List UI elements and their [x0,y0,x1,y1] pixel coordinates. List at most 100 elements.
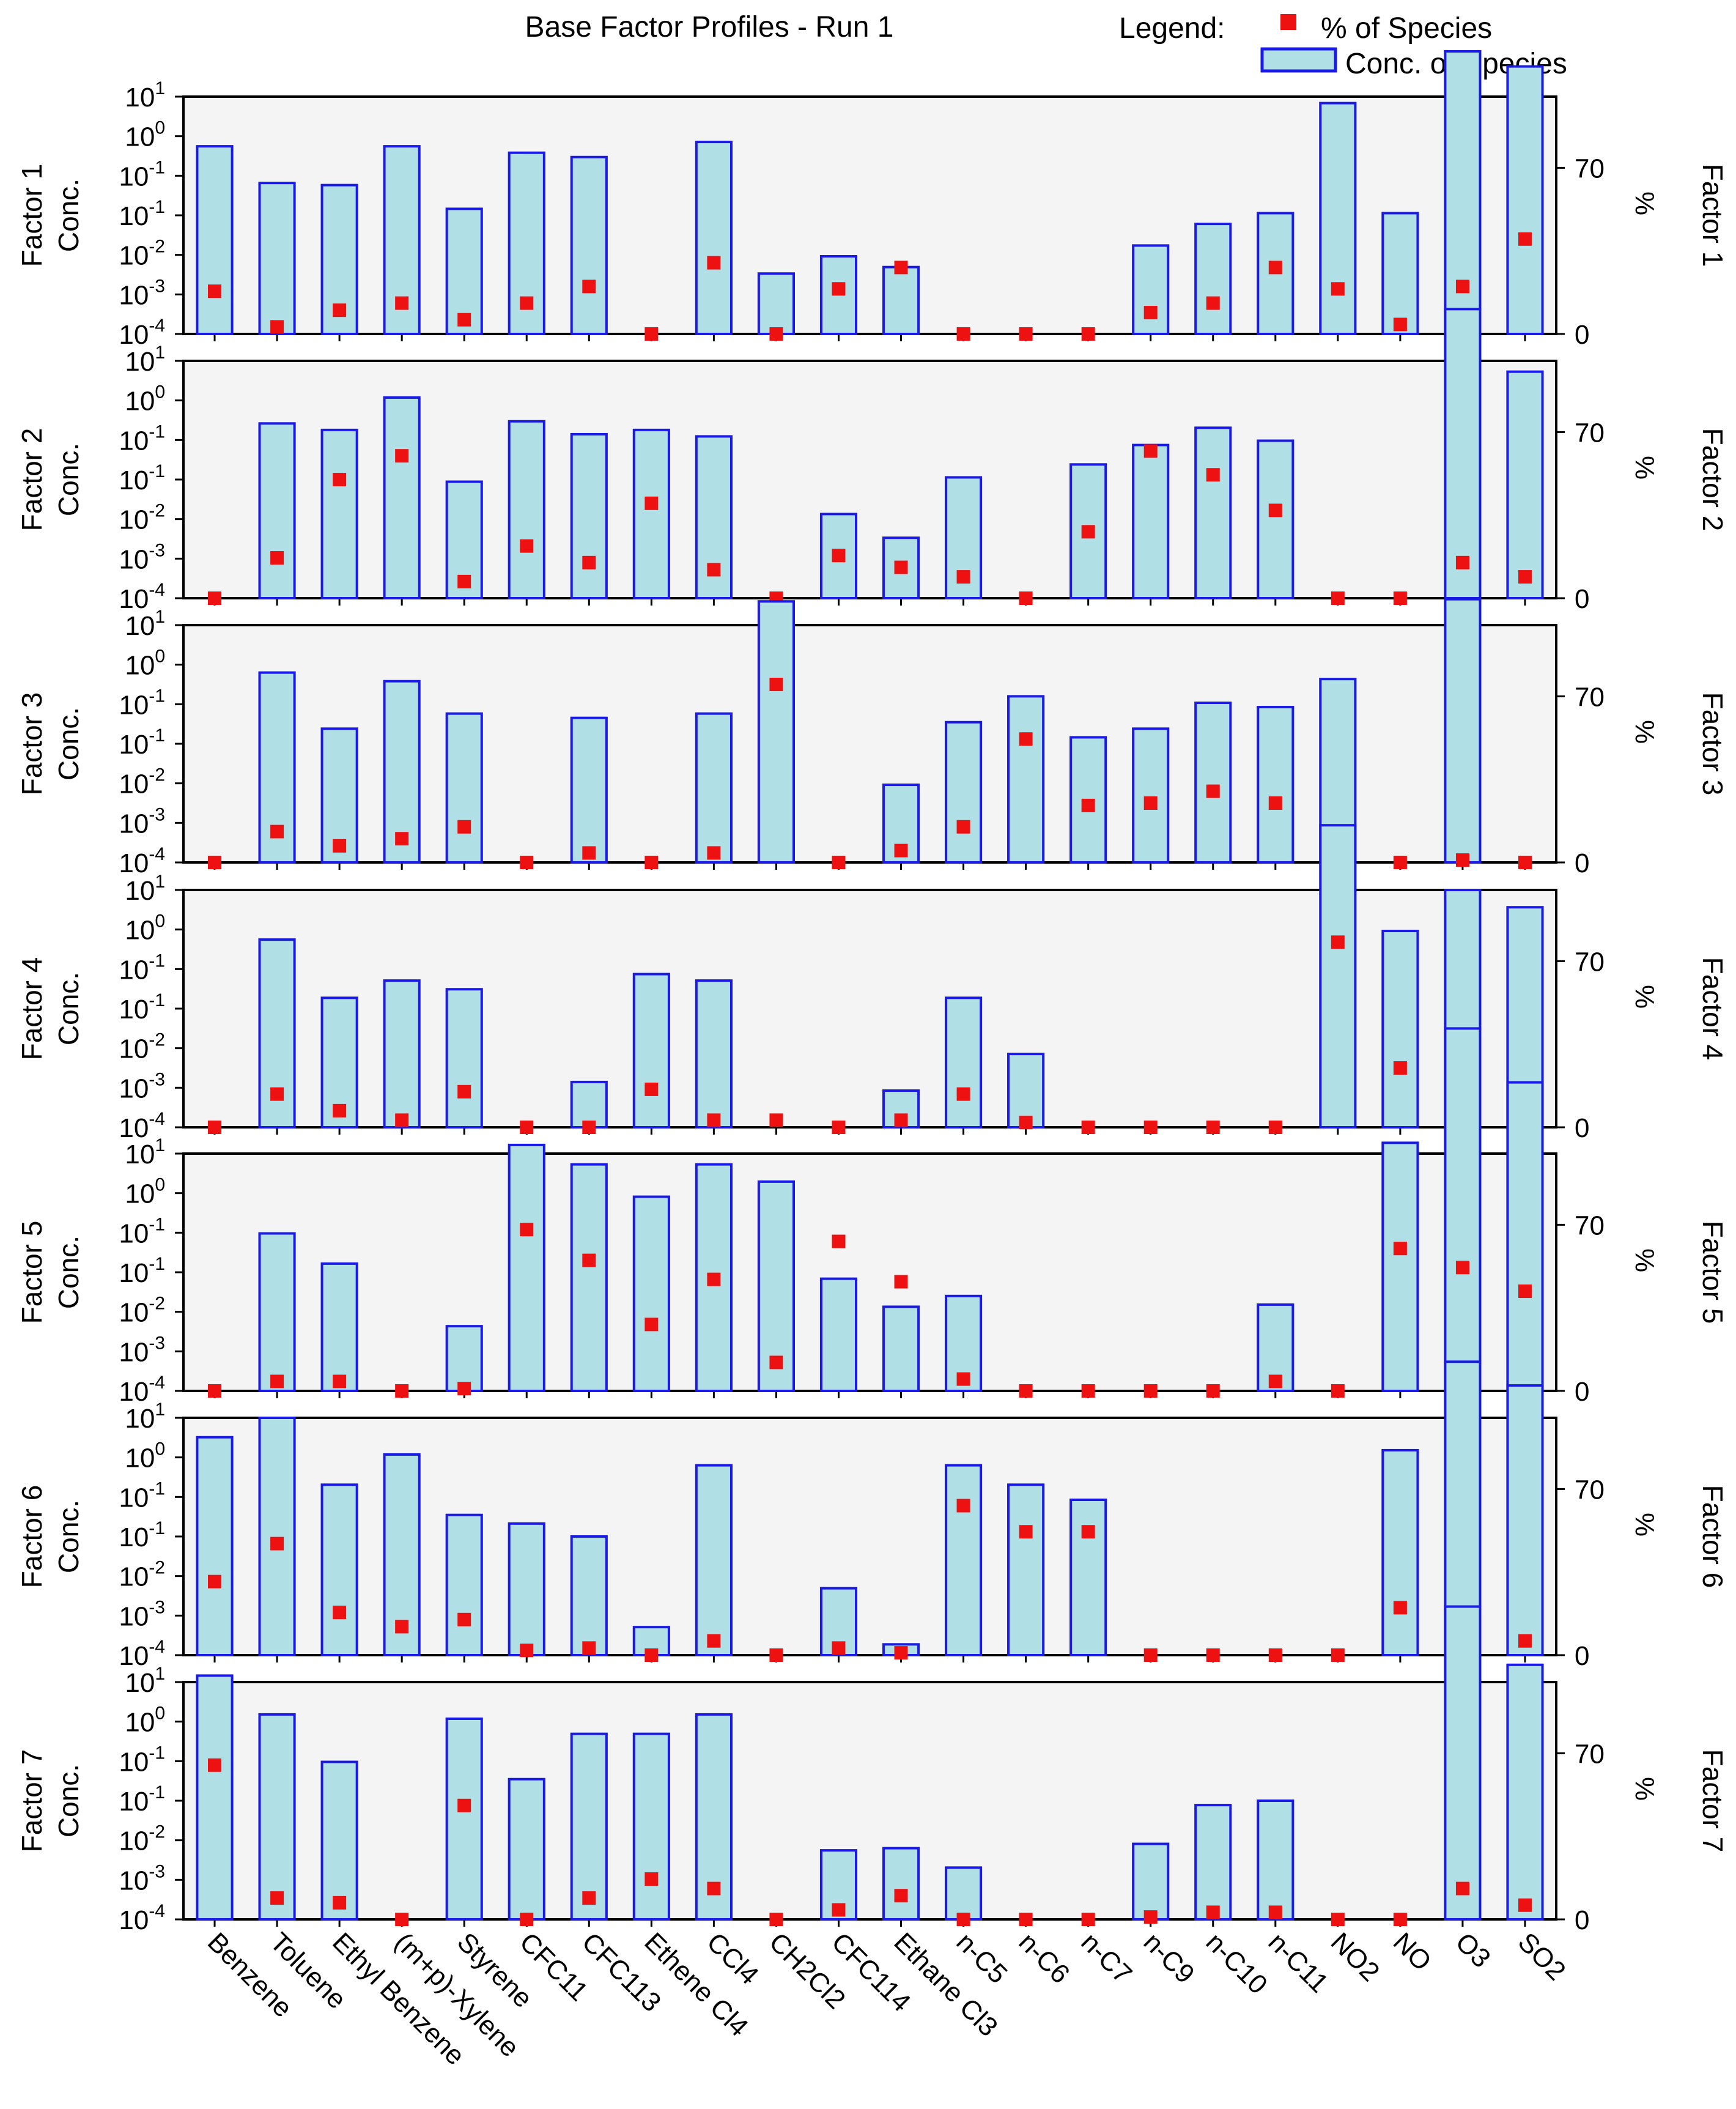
conc-bar [882,1305,920,1392]
left-tick-label: 10-1 [119,1254,165,1288]
panel-conc-label: Conc. [53,972,84,1045]
category-label: n-C11 [1263,1927,1334,1998]
legend-conc-marker [1260,47,1337,73]
percent-axis-label: % [1630,191,1660,215]
percent-marker [270,320,284,334]
left-tick-label: 10-4 [119,580,165,614]
conc-bar [1194,223,1232,336]
conc-bar [196,1674,234,1921]
category-label: n-C10 [1200,1927,1273,2000]
percent-marker [707,256,721,270]
percent-marker [1206,296,1220,310]
conc-bar [632,428,670,599]
left-tick-label: 101 [125,1399,165,1434]
panel-conc-label: Conc. [53,1236,84,1309]
category-label: n-C7 [1076,1927,1138,1989]
percent-marker [894,261,908,275]
percent-marker [1455,1261,1469,1275]
percent-marker [645,1318,659,1332]
left-tick-label: 10-4 [119,316,165,350]
percent-marker [1393,591,1407,605]
right-tick-label: 0 [1575,1905,1589,1935]
percent-marker [1081,1121,1095,1134]
percent-marker [1518,1634,1532,1648]
left-tick-label: 10-1 [119,197,165,231]
conc-bar [1132,443,1170,600]
conc-bar [1506,1081,1544,1392]
percent-marker [333,1103,347,1118]
percent-marker [520,1121,534,1134]
left-tick-label: 100 [125,382,165,417]
percent-marker [894,843,908,858]
category-label: n-C6 [1013,1927,1076,1989]
panel-factor-label: Factor 4 [16,957,48,1061]
percent-marker [832,1234,846,1248]
percent-axis-label: % [1630,1513,1660,1536]
left-tick-label: 100 [125,1175,165,1209]
right-tick-label: 70 [1575,682,1605,712]
left-tick-label: 10-1 [119,1518,165,1552]
right-tick-label: 70 [1575,418,1605,448]
percent-marker [270,551,284,565]
chart-title: Base Factor Profiles - Run 1 [525,11,894,43]
conc-bar [1007,695,1045,864]
category-label: SO2 [1512,1927,1572,1986]
percent-marker [769,1648,783,1662]
percent-marker [582,1891,596,1905]
conc-bar [508,1522,545,1657]
percent-marker [1331,1384,1345,1398]
percent-axis-label: % [1630,720,1660,744]
conc-bar [570,716,608,864]
conc-bar [445,988,483,1129]
right-tick-label: 70 [1575,1475,1605,1505]
percent-marker [333,303,347,317]
percent-marker [956,1372,970,1386]
percent-marker [1081,525,1095,539]
left-tick-label: 100 [125,647,165,681]
left-tick-label: 101 [125,343,165,377]
panel-factor-label: Factor 6 [16,1485,48,1588]
percent-marker [208,591,222,605]
percent-marker [832,549,846,563]
panel-right-label: Factor 1 [1697,164,1729,267]
left-tick-label: 10-2 [119,1822,165,1856]
conc-bar [819,1277,858,1392]
percent-marker [1268,261,1282,275]
conc-bar [258,1713,296,1921]
conc-bar [1194,426,1232,599]
right-tick-label: 0 [1575,584,1589,614]
percent-marker [1206,1905,1220,1919]
conc-bar [695,979,733,1129]
left-tick-label: 10-1 [119,1478,165,1513]
left-tick-label: 10-1 [119,1782,165,1817]
percent-marker [956,820,970,834]
legend-percent-marker [1280,14,1296,30]
conc-bar [445,1513,483,1657]
conc-bar [570,1163,608,1392]
left-tick-label: 100 [125,911,165,946]
right-tick-label: 70 [1575,154,1605,183]
percent-marker [1268,1121,1282,1134]
percent-marker [1331,591,1345,605]
left-tick-label: 101 [125,872,165,906]
panel-right-label: Factor 7 [1697,1749,1729,1853]
percent-marker [582,280,596,294]
percent-marker [707,1272,721,1286]
percent-marker [333,473,347,486]
percent-marker [1455,280,1469,294]
left-tick-label: 10-1 [119,157,165,191]
panel-factor-label: Factor 2 [16,428,48,532]
left-tick-label: 10-2 [119,501,165,535]
panel-factor-label: Factor 3 [16,692,48,796]
percent-marker [1081,1525,1095,1539]
percent-marker [520,539,534,553]
conc-bar [1381,1448,1419,1657]
percent-marker [520,1644,534,1658]
percent-marker [1268,796,1282,810]
left-tick-label: 10-2 [119,1294,165,1328]
left-tick-label: 10-1 [119,725,165,760]
percent-marker [395,296,409,310]
percent-marker [208,1758,222,1772]
